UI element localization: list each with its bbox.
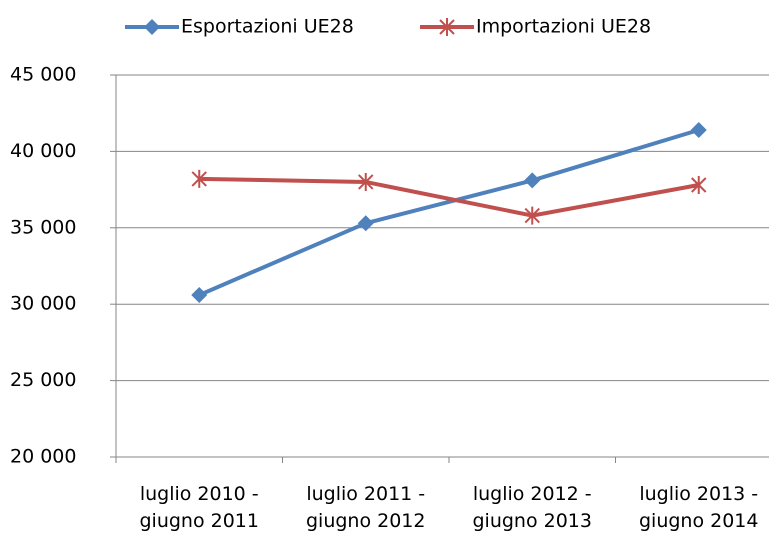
series-line xyxy=(199,176,700,218)
x-tick-label: luglio 2011 - giugno 2012 xyxy=(305,483,426,532)
legend-label: Esportazioni UE28 xyxy=(181,16,354,38)
marker xyxy=(358,172,374,191)
y-tick-label: 20 000 xyxy=(10,446,76,468)
marker xyxy=(524,206,540,225)
y-tick-label: 30 000 xyxy=(10,293,76,315)
x-tick-label: luglio 2012 - giugno 2013 xyxy=(472,483,592,532)
x-tick-label: luglio 2010 - giugno 2011 xyxy=(139,483,259,532)
series-line xyxy=(198,128,700,297)
marker xyxy=(524,172,541,189)
y-tick-label: 25 000 xyxy=(10,369,76,391)
marker xyxy=(144,19,160,35)
x-tick-label: luglio 2013 - giugno 2014 xyxy=(638,483,759,532)
y-tick-label: 35 000 xyxy=(10,216,76,238)
marker xyxy=(191,287,208,304)
marker xyxy=(690,122,707,139)
legend-label: Importazioni UE28 xyxy=(476,16,651,38)
marker xyxy=(691,176,707,195)
y-tick-label: 40 000 xyxy=(10,140,76,162)
marker xyxy=(357,215,374,232)
y-tick-label: 45 000 xyxy=(10,64,76,86)
marker xyxy=(191,169,207,188)
marker xyxy=(439,18,455,36)
